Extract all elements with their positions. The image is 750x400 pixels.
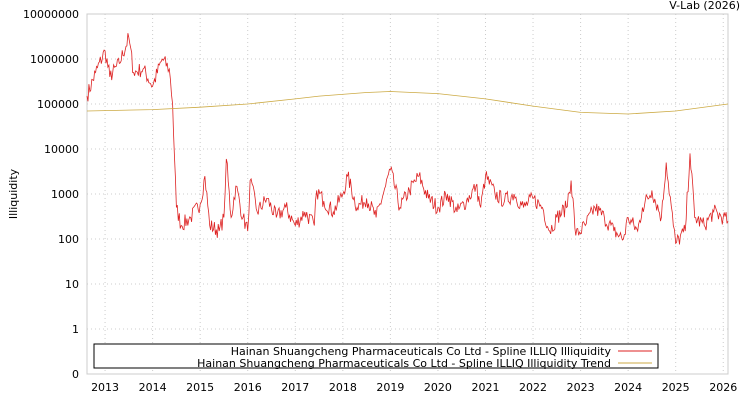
y-tick-label: 1000000 — [30, 53, 79, 66]
legend: Hainan Shuangcheng Pharmaceuticals Co Lt… — [93, 343, 659, 370]
x-tick-label: 2014 — [139, 381, 167, 394]
legend-box — [93, 343, 659, 369]
x-tick-label: 2015 — [186, 381, 214, 394]
y-tick-label: 100 — [58, 233, 79, 246]
y-axis-label: Illiquidity — [7, 168, 20, 219]
x-axis: 2013 2014 2015 2016 2017 2018 2019 2020 2021 2022… — [91, 381, 737, 394]
y-tick-label: 10 — [65, 278, 79, 291]
y-tick-label: 10000000 — [23, 8, 79, 21]
grid — [87, 13, 728, 375]
x-tick-label: 2013 — [91, 381, 119, 394]
y-tick-label: 10000 — [44, 143, 79, 156]
illiquidity-line — [86, 33, 729, 245]
x-tick-label: 2024 — [614, 381, 642, 394]
y-tick-label: 1 — [72, 323, 79, 336]
trend-line — [86, 91, 729, 115]
x-tick-label: 2016 — [234, 381, 262, 394]
x-tick-label: 2019 — [376, 381, 404, 394]
legend-label-illiquidity: Hainan Shuangcheng Pharmaceuticals Co Lt… — [231, 345, 612, 358]
series-lines — [86, 33, 729, 245]
legend-label-trend: Hainan Shuangcheng Pharmaceuticals Co Lt… — [197, 357, 611, 370]
x-tick-label: 2022 — [519, 381, 547, 394]
x-tick-label: 2020 — [424, 381, 452, 394]
credit-label: V-Lab (2026) — [669, 0, 740, 12]
y-tick-label: 100000 — [37, 98, 79, 111]
x-tick-label: 2026 — [709, 381, 737, 394]
x-tick-label: 2017 — [281, 381, 309, 394]
x-tick-label: 2023 — [567, 381, 595, 394]
x-tick-label: 2021 — [471, 381, 499, 394]
y-tick-label: 0 — [72, 368, 79, 381]
x-tick-label: 2025 — [662, 381, 690, 394]
x-tick-label: 2018 — [329, 381, 357, 394]
y-tick-label: 1000 — [51, 188, 79, 201]
